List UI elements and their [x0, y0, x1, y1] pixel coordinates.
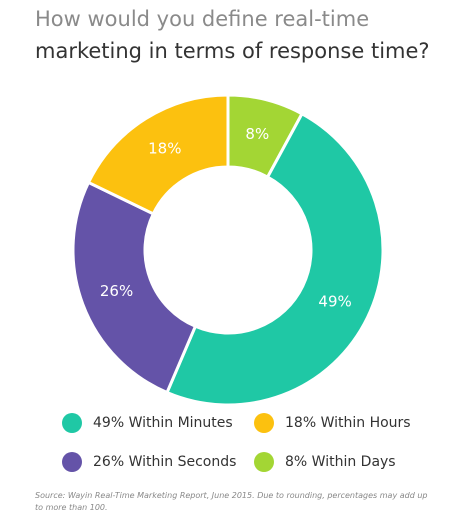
- legend-label: 49% Within Minutes: [93, 415, 233, 431]
- title-line: How would you define real-time: [35, 7, 369, 31]
- source-note: Source: Wayin Real-Time Marketing Report…: [35, 491, 428, 512]
- legend-label: 18% Within Hours: [285, 415, 411, 431]
- slice: [165, 111, 385, 407]
- slice: [86, 93, 230, 216]
- legend-swatch: [254, 413, 274, 433]
- legend-label: 26% Within Seconds: [93, 454, 236, 470]
- legend-swatch: [62, 413, 82, 433]
- legend-swatch: [254, 452, 274, 472]
- value-label: 26%: [100, 282, 133, 300]
- value-label: 18%: [148, 140, 181, 158]
- legend-swatch: [62, 452, 82, 472]
- value-label: 49%: [318, 292, 351, 310]
- slice: [71, 180, 198, 395]
- legend-label: 8% Within Days: [285, 454, 396, 470]
- title-line: marketing in terms of response time?: [35, 39, 430, 63]
- value-label: 8%: [245, 125, 269, 143]
